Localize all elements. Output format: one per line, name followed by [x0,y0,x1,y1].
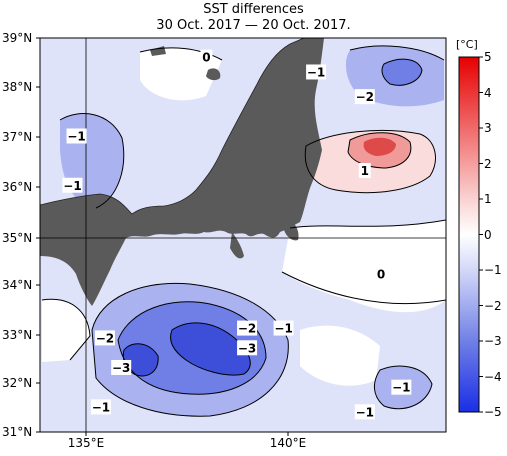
contour-line [281,271,446,305]
colorbar-tick-label: 2 [484,156,492,171]
contour-label: −1 [67,130,85,144]
contour-label: −3 [238,341,256,355]
land-kii-peninsula [40,238,126,306]
contour-label: −2 [238,322,256,336]
map-frame [39,37,447,433]
contour-line [304,129,436,194]
cool-region-south-core-east [170,322,251,376]
colorbar-tick-label: −1 [484,263,502,277]
contour-label: −1 [92,400,110,414]
lat-label-37: 37°N [2,130,33,144]
colorbar-tick-label: −5 [484,405,502,419]
land-izu-peninsula [230,232,244,259]
colorbar-tick-label: 4 [484,85,492,100]
colorbar-tick-label: −4 [484,369,502,384]
warm-region-core [363,137,396,156]
contour-label: −1 [392,381,410,395]
lat-label-34: 34°N [2,278,33,292]
contour-label: 1 [361,164,369,178]
contour-label-bg [66,128,87,144]
contour-label-bg [237,320,258,336]
lat-label-39: 39°N [2,31,33,45]
contour-line [59,113,125,209]
zero-zone-sw [42,299,90,362]
contour-label-bg [94,330,115,346]
contour-label: −1 [307,65,325,79]
colorbar-unit: [°C] [456,38,478,51]
lat-label-31: 31°N [2,425,33,439]
lat-label-32: 32°N [2,376,33,390]
contour-label-bg [200,49,213,65]
contour-label: −1 [274,322,292,336]
colorbar-tick-label: 5 [484,50,492,64]
land-boso [284,220,299,241]
zero-zone-se [300,325,380,386]
contour-line [289,219,446,229]
contour-label: −3 [112,361,130,375]
land-honshu [40,38,324,238]
graticule [40,38,446,432]
contour-label: 0 [202,51,210,65]
contour-line [91,282,289,417]
map-title: SST differences [203,2,304,17]
contour-label-bg [62,177,83,193]
contour-label-bg [111,359,132,375]
lat-label-35: 35°N [2,231,33,245]
contour-line [349,45,445,61]
contour-labels: 0 −1 −2 −1 −1 1 0 −2 −1 −2 −3 −3 −1 −1 −1 [62,49,412,420]
contour-line [381,58,423,86]
lat-label-38: 38°N [2,80,33,94]
contour-lines [41,45,446,417]
cool-region-south-core-west [123,343,159,376]
contour-line [347,132,412,169]
contour-label-bg [306,64,327,80]
contour-line [139,47,223,61]
contour-label: −2 [356,90,374,104]
contour-line [117,301,267,395]
lon-label-135: 135°E [67,436,105,450]
contour-label: 0 [377,267,385,281]
colorbar-tick-label: 1 [484,192,492,206]
coastline [40,38,305,215]
colorbar-tick-label: 3 [484,121,492,135]
contour-line [170,322,251,376]
colorbar-tick-label: −3 [484,334,502,348]
contour-label-bg [90,399,111,415]
contour-label-bg [391,379,412,395]
colorbar-ticks [479,56,483,413]
contour-label-bg [375,266,388,282]
contour-label-bg [237,340,258,356]
contour-label-bg [354,89,375,105]
lat-label-33: 33°N [2,328,33,342]
contour-label: −1 [63,179,81,193]
contour-label: −1 [356,405,374,419]
lat-label-36: 36°N [2,180,33,194]
map-field [40,38,446,432]
contour-label-bg [354,404,375,420]
contour-label-bg [273,320,294,336]
lon-label-140: 140°E [269,436,307,450]
map-subtitle: 30 Oct. 2017 — 20 Oct. 2017. [156,18,351,33]
colorbar [458,56,480,413]
axis-ticks [36,37,289,436]
contour-line [41,298,91,361]
colorbar-tick-label: 0 [484,227,492,242]
contour-label-bg [358,162,371,178]
contour-line [374,365,433,410]
land-sado [206,68,221,81]
colorbar-tick-label: −2 [484,298,502,313]
cool-region-northeast-core [382,59,422,86]
contour-label: −2 [96,331,114,345]
